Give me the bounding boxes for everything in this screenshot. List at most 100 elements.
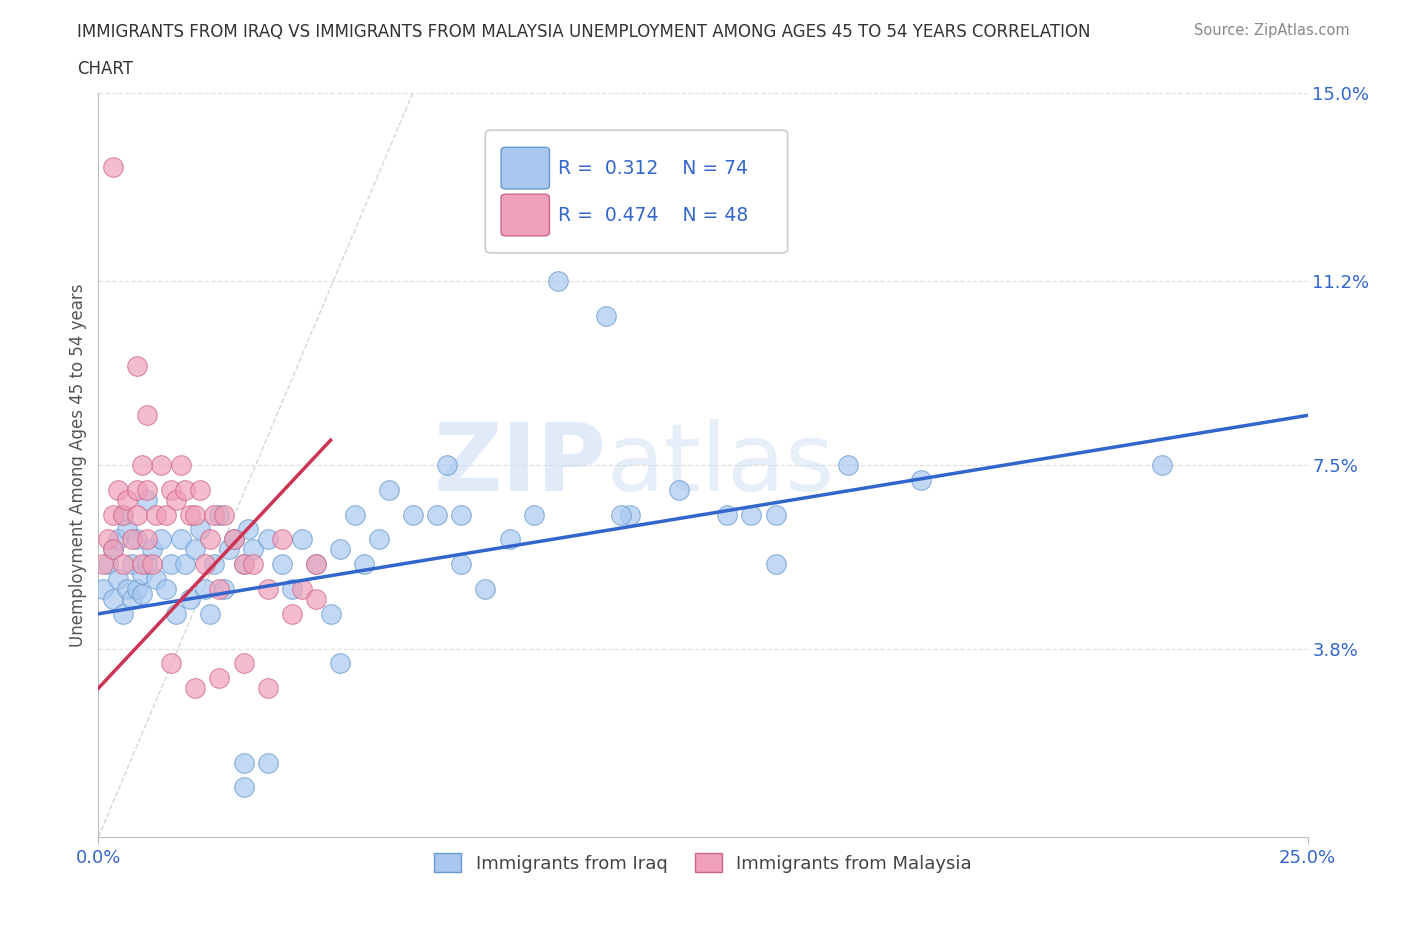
- Immigrants from Iraq: [135, 557, 157, 572]
- Immigrants from Iraq: [174, 557, 197, 572]
- Immigrants from Iraq: [131, 566, 153, 581]
- Immigrants from Iraq: [232, 557, 254, 572]
- Immigrants from Iraq: [368, 532, 391, 547]
- Immigrants from Iraq: [135, 492, 157, 507]
- Immigrants from Iraq: [232, 780, 254, 795]
- Immigrants from Iraq: [212, 581, 235, 596]
- Immigrants from Malaysia: [222, 532, 245, 547]
- Immigrants from Iraq: [111, 507, 134, 522]
- Immigrants from Iraq: [198, 606, 221, 621]
- Immigrants from Iraq: [145, 572, 167, 587]
- Immigrants from Iraq: [765, 557, 787, 572]
- Immigrants from Malaysia: [135, 408, 157, 423]
- Immigrants from Malaysia: [97, 532, 120, 547]
- Text: R =  0.312    N = 74: R = 0.312 N = 74: [558, 159, 748, 178]
- Immigrants from Iraq: [127, 581, 149, 596]
- Immigrants from Iraq: [242, 542, 264, 557]
- Immigrants from Malaysia: [305, 591, 328, 606]
- Immigrants from Iraq: [121, 557, 143, 572]
- Immigrants from Iraq: [97, 557, 120, 572]
- Immigrants from Malaysia: [188, 483, 211, 498]
- Immigrants from Iraq: [218, 542, 240, 557]
- Immigrants from Malaysia: [256, 681, 278, 696]
- Text: ZIP: ZIP: [433, 419, 606, 511]
- Immigrants from Malaysia: [160, 656, 183, 671]
- Immigrants from Iraq: [450, 507, 472, 522]
- Immigrants from Malaysia: [232, 557, 254, 572]
- Immigrants from Iraq: [256, 755, 278, 770]
- Immigrants from Iraq: [204, 557, 226, 572]
- Immigrants from Malaysia: [305, 557, 328, 572]
- Immigrants from Malaysia: [174, 483, 197, 498]
- FancyBboxPatch shape: [485, 130, 787, 253]
- Immigrants from Iraq: [319, 606, 342, 621]
- Immigrants from Iraq: [329, 656, 352, 671]
- Immigrants from Malaysia: [232, 656, 254, 671]
- Immigrants from Malaysia: [145, 507, 167, 522]
- Immigrants from Iraq: [329, 542, 352, 557]
- Immigrants from Iraq: [169, 532, 191, 547]
- Text: IMMIGRANTS FROM IRAQ VS IMMIGRANTS FROM MALAYSIA UNEMPLOYMENT AMONG AGES 45 TO 5: IMMIGRANTS FROM IRAQ VS IMMIGRANTS FROM …: [77, 23, 1091, 41]
- Immigrants from Malaysia: [194, 557, 217, 572]
- Y-axis label: Unemployment Among Ages 45 to 54 years: Unemployment Among Ages 45 to 54 years: [69, 284, 87, 646]
- Immigrants from Malaysia: [127, 358, 149, 373]
- Immigrants from Malaysia: [256, 581, 278, 596]
- Immigrants from Malaysia: [169, 458, 191, 472]
- Immigrants from Malaysia: [91, 557, 114, 572]
- Immigrants from Malaysia: [184, 681, 207, 696]
- Immigrants from Malaysia: [107, 483, 129, 498]
- Immigrants from Malaysia: [101, 542, 124, 557]
- Immigrants from Malaysia: [131, 458, 153, 472]
- Immigrants from Malaysia: [198, 532, 221, 547]
- Immigrants from Malaysia: [184, 507, 207, 522]
- Immigrants from Iraq: [150, 532, 173, 547]
- Text: Source: ZipAtlas.com: Source: ZipAtlas.com: [1194, 23, 1350, 38]
- Immigrants from Malaysia: [160, 483, 183, 498]
- Immigrants from Iraq: [91, 581, 114, 596]
- Immigrants from Iraq: [194, 581, 217, 596]
- FancyBboxPatch shape: [501, 147, 550, 189]
- Immigrants from Iraq: [117, 522, 139, 537]
- Immigrants from Iraq: [131, 587, 153, 602]
- Immigrants from Malaysia: [150, 458, 173, 472]
- Immigrants from Malaysia: [135, 483, 157, 498]
- Immigrants from Iraq: [101, 542, 124, 557]
- Immigrants from Malaysia: [101, 507, 124, 522]
- Immigrants from Iraq: [107, 572, 129, 587]
- Immigrants from Iraq: [837, 458, 859, 472]
- Immigrants from Iraq: [271, 557, 294, 572]
- Immigrants from Malaysia: [111, 557, 134, 572]
- FancyBboxPatch shape: [501, 194, 550, 236]
- Immigrants from Iraq: [765, 507, 787, 522]
- Immigrants from Malaysia: [155, 507, 177, 522]
- Immigrants from Malaysia: [117, 492, 139, 507]
- Immigrants from Iraq: [101, 591, 124, 606]
- Legend: Immigrants from Iraq, Immigrants from Malaysia: Immigrants from Iraq, Immigrants from Ma…: [427, 846, 979, 880]
- Immigrants from Malaysia: [127, 483, 149, 498]
- Immigrants from Iraq: [165, 606, 187, 621]
- Immigrants from Iraq: [377, 483, 399, 498]
- Immigrants from Malaysia: [212, 507, 235, 522]
- Immigrants from Malaysia: [165, 492, 187, 507]
- Immigrants from Iraq: [740, 507, 762, 522]
- Immigrants from Malaysia: [141, 557, 163, 572]
- Immigrants from Iraq: [107, 532, 129, 547]
- Immigrants from Malaysia: [204, 507, 226, 522]
- Immigrants from Iraq: [222, 532, 245, 547]
- Immigrants from Malaysia: [101, 160, 124, 175]
- Immigrants from Iraq: [353, 557, 375, 572]
- Immigrants from Iraq: [179, 591, 201, 606]
- Immigrants from Iraq: [595, 309, 617, 324]
- Immigrants from Malaysia: [271, 532, 294, 547]
- Immigrants from Iraq: [343, 507, 366, 522]
- Immigrants from Iraq: [208, 507, 231, 522]
- Immigrants from Iraq: [184, 542, 207, 557]
- Immigrants from Iraq: [523, 507, 546, 522]
- Immigrants from Iraq: [610, 507, 633, 522]
- Immigrants from Iraq: [155, 581, 177, 596]
- Immigrants from Iraq: [498, 532, 520, 547]
- Immigrants from Iraq: [160, 557, 183, 572]
- Immigrants from Iraq: [127, 532, 149, 547]
- Immigrants from Iraq: [426, 507, 449, 522]
- Immigrants from Malaysia: [135, 532, 157, 547]
